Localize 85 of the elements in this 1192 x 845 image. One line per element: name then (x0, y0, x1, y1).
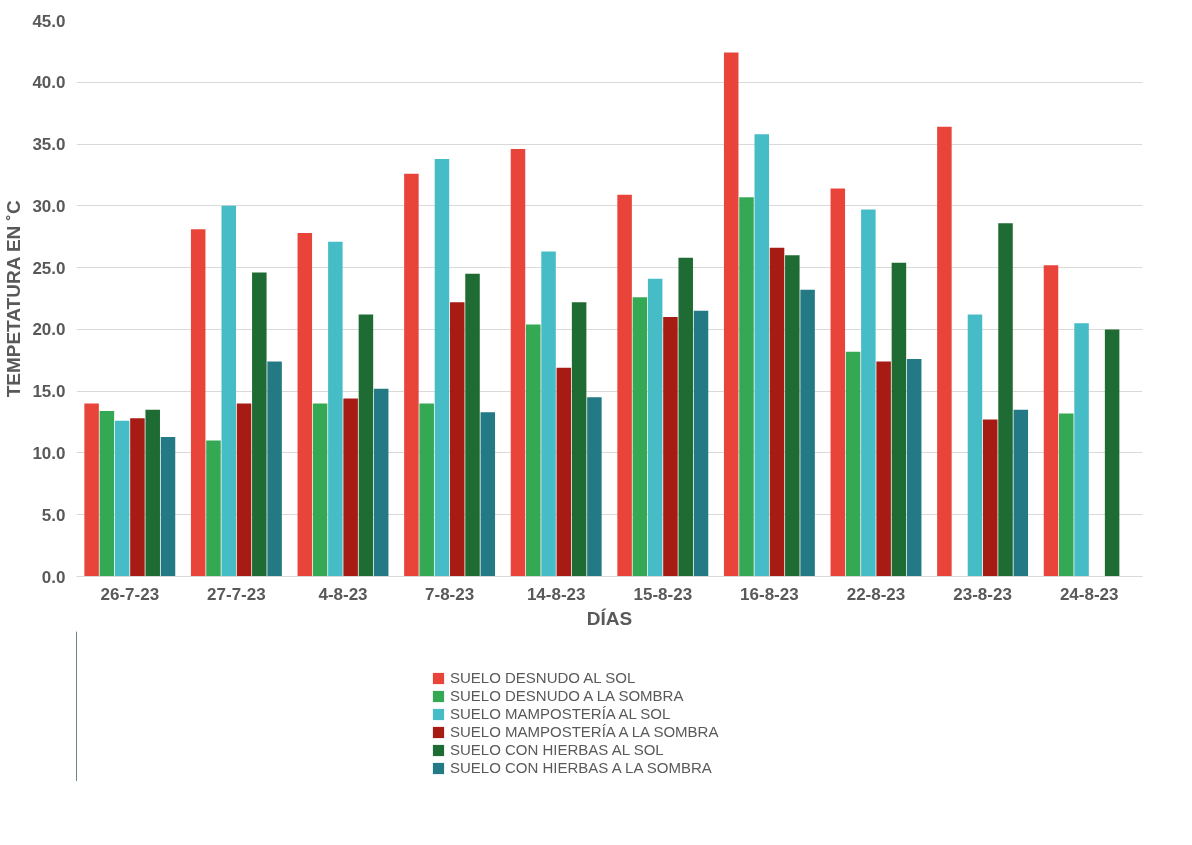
bar (526, 324, 541, 577)
bar (739, 197, 754, 577)
bar (982, 419, 998, 577)
bar (114, 420, 130, 577)
bar (1074, 323, 1089, 577)
bar (373, 388, 389, 577)
x-tick-label: 22-8-23 (846, 584, 906, 604)
bar (891, 262, 907, 577)
bar (190, 229, 206, 577)
x-tick-label: 24-8-23 (1059, 584, 1119, 604)
legend-label: SUELO CON HIERBAS AL SOL (450, 741, 664, 758)
bar (419, 403, 434, 577)
bar (221, 205, 237, 577)
x-tick-label: 16-8-23 (740, 584, 799, 604)
bar (434, 158, 450, 577)
bar (632, 297, 648, 577)
x-tick-label: 26-7-23 (100, 584, 160, 604)
bar (617, 194, 632, 577)
bar (967, 314, 983, 577)
bar (845, 351, 861, 577)
bar (1059, 413, 1074, 577)
bar (449, 302, 465, 577)
x-tick-label: 4-8-23 (318, 584, 368, 604)
bar (876, 361, 891, 577)
bar (206, 440, 221, 577)
bar (1043, 265, 1059, 577)
legend-label: SUELO CON HIERBAS A LA SOMBRA (450, 759, 712, 776)
bar (1013, 409, 1029, 577)
bar (480, 412, 496, 577)
bar (587, 397, 602, 577)
bar (998, 223, 1013, 577)
bar (937, 126, 952, 577)
y-tick-label: 15.0 (32, 382, 66, 402)
bar (99, 410, 115, 577)
x-tick-label: 15-8-23 (633, 584, 693, 604)
bar (1104, 329, 1120, 577)
bar (693, 310, 709, 577)
bar (160, 436, 176, 577)
bar (647, 278, 663, 577)
legend-label: SUELO MAMPOSTERÍA A LA SOMBRA (450, 723, 719, 740)
bar (465, 273, 480, 577)
y-tick-label: 25.0 (32, 258, 66, 278)
bar (906, 359, 922, 577)
bar (800, 289, 815, 577)
x-axis-title: DÍAS (586, 607, 633, 629)
legend-label: SUELO DESNUDO AL SOL (450, 669, 636, 686)
bar (267, 361, 282, 577)
x-tick-label: 14-8-23 (526, 584, 586, 604)
y-tick-label: 35.0 (32, 135, 66, 155)
legend-label: SUELO MAMPOSTERÍA AL SOL (450, 705, 671, 722)
bar (312, 403, 328, 577)
bar (130, 418, 145, 577)
bar (571, 302, 587, 577)
x-tick-label: 27-7-23 (207, 584, 266, 604)
bar (236, 403, 252, 577)
legend-label: SUELO DESNUDO A LA SOMBRA (450, 687, 684, 704)
y-tick-label: 10.0 (32, 443, 66, 463)
bar (769, 247, 785, 577)
bar (358, 314, 374, 577)
y-tick-label: 20.0 (32, 320, 66, 340)
bar (541, 251, 556, 577)
bar (84, 403, 99, 577)
bar (404, 173, 419, 577)
bar (252, 272, 267, 577)
x-tick-label: 23-8-23 (953, 584, 1012, 604)
x-tick-label: 7-8-23 (425, 584, 475, 604)
bar (830, 188, 846, 577)
bar (785, 255, 800, 577)
bar (861, 209, 876, 577)
bar (328, 241, 343, 577)
bar (510, 149, 526, 577)
bar (556, 367, 572, 577)
bar (663, 317, 678, 577)
bar (297, 233, 313, 577)
y-tick-label: 40.0 (32, 73, 66, 93)
bar (343, 398, 358, 577)
y-axis-title: TEMPETATURA EN ˚C (3, 200, 25, 398)
bar (678, 257, 693, 577)
bar (145, 409, 160, 577)
y-tick-label: 30.0 (32, 196, 66, 216)
y-tick-label: 0.0 (41, 567, 66, 587)
y-tick-label: 45.0 (32, 11, 66, 31)
bar (723, 52, 739, 577)
bar (754, 134, 770, 577)
y-tick-label: 5.0 (41, 505, 66, 525)
